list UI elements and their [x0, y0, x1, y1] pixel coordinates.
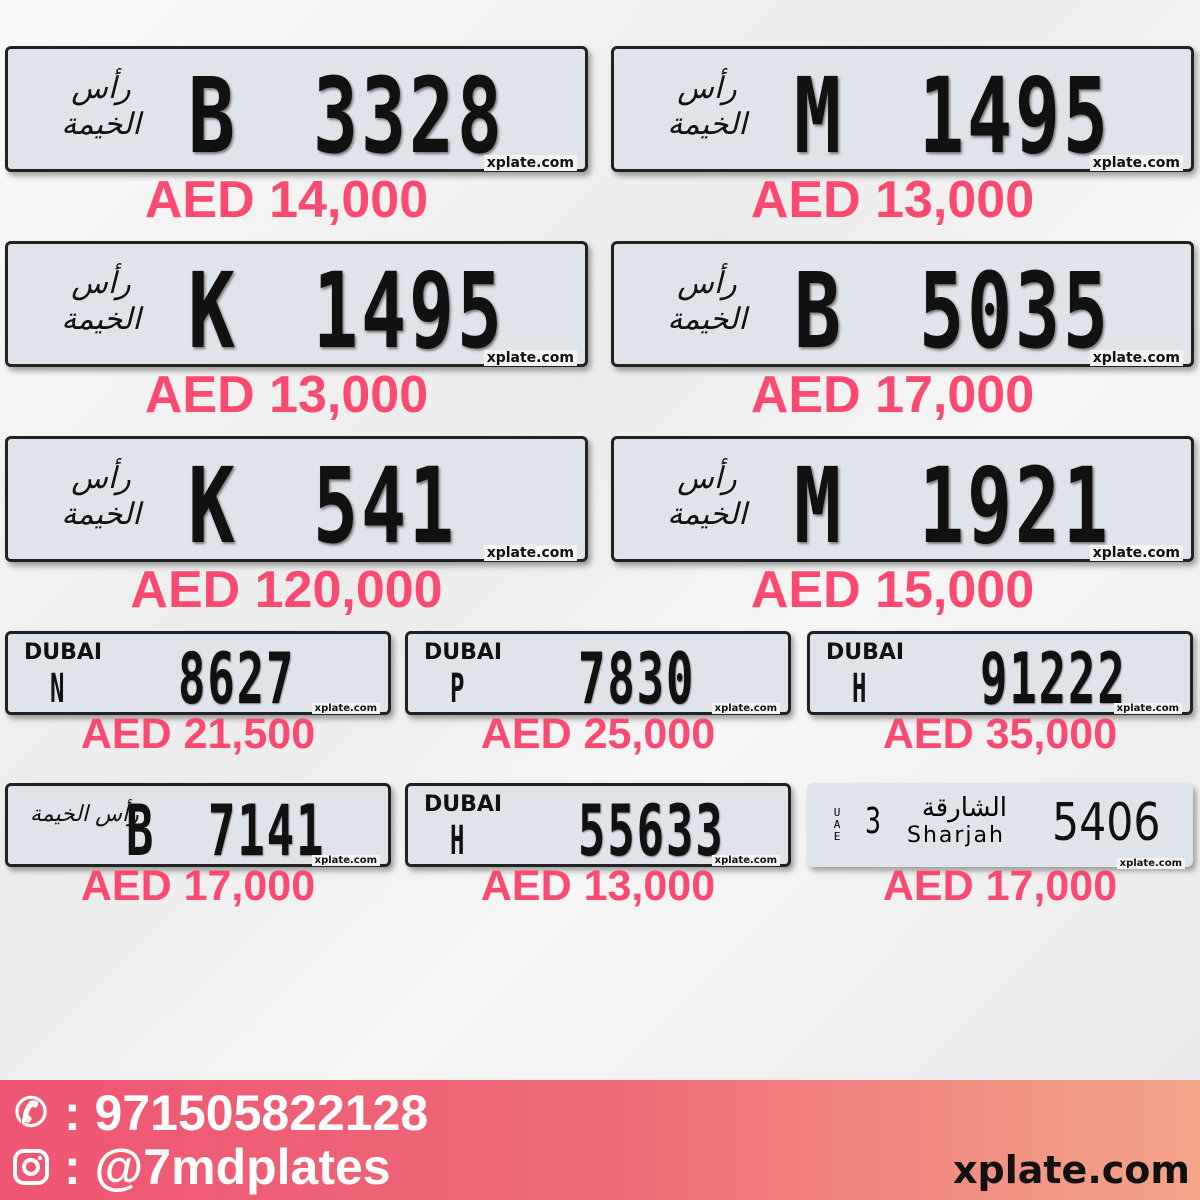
license-plate[interactable]: DUBAI H 91222 xplate.com [807, 631, 1193, 720]
plate-number: 1495 [919, 55, 1111, 177]
emirate-name-english: Sharjah [907, 823, 1005, 848]
license-plate[interactable]: DUBAI H 55633 xplate.com [405, 783, 791, 872]
plate-letter: K [188, 445, 235, 567]
watermark: xplate.com [1089, 350, 1183, 366]
instagram-line: : @7mdplates [10, 1138, 391, 1196]
plate-price: AED 21,500 [80, 710, 316, 758]
plate-letter: B [188, 55, 235, 177]
watermark: xplate.com [483, 545, 577, 561]
plate-price: AED 17,000 [750, 366, 1035, 424]
license-plate-sharjah[interactable]: UAE 3 الشارقة Sharjah 5406 xplate.com [807, 783, 1193, 869]
plate-price: AED 25,000 [480, 710, 716, 758]
plate-number: 8627 [178, 638, 296, 720]
phone-number[interactable]: : 971505822128 [64, 1085, 429, 1141]
plate-number: 5035 [919, 250, 1111, 372]
plate-letter: M [794, 55, 841, 177]
plate-number: 1495 [313, 250, 505, 372]
plate-price: AED 17,000 [882, 862, 1118, 910]
emirate-emblem: رأس الخيمة [667, 266, 747, 337]
watermark: xplate.com [1089, 155, 1183, 171]
plate-letter: B [126, 790, 154, 872]
license-plate[interactable]: رأس الخيمة M 1495 xplate.com [611, 46, 1194, 177]
license-plate[interactable]: رأس الخيمة M 1921 xplate.com [611, 436, 1194, 567]
plate-letter: P [450, 666, 465, 712]
instagram-icon [10, 1146, 52, 1188]
emirate-emblem: رأس الخيمة [30, 802, 139, 827]
watermark: xplate.com [311, 703, 380, 714]
plate-code: 3 [865, 801, 882, 842]
plate-price: AED 17,000 [80, 862, 316, 910]
plate-number: 55633 [578, 790, 725, 872]
instagram-handle[interactable]: : @7mdplates [64, 1139, 391, 1195]
plate-letter: H [852, 666, 867, 712]
license-plate[interactable]: رأس الخيمة B 7141 xplate.com [5, 783, 391, 872]
plate-number: 3328 [313, 55, 505, 177]
plate-number: 5406 [1052, 793, 1161, 853]
emirate-emblem: DUBAI [826, 640, 905, 665]
phone-icon: ✆ [14, 1091, 48, 1135]
plate-price: AED 14,000 [144, 171, 429, 229]
plate-letter: M [794, 445, 841, 567]
site-logo: xplate.com [953, 1148, 1190, 1192]
footer: ✆ : 971505822128 : @7mdplates xplate.com [0, 1080, 1200, 1200]
plate-number: 7830 [578, 638, 696, 720]
watermark: xplate.com [1089, 545, 1183, 561]
plate-price: AED 120,000 [130, 561, 443, 619]
watermark: xplate.com [1113, 703, 1182, 714]
watermark: xplate.com [711, 855, 780, 866]
license-plate[interactable]: رأس الخيمة K 541 xplate.com [5, 436, 588, 567]
plate-letter: K [188, 250, 235, 372]
plate-number: 541 [313, 445, 457, 567]
watermark: xplate.com [311, 855, 380, 866]
watermark: xplate.com [483, 350, 577, 366]
plate-price: AED 35,000 [882, 710, 1118, 758]
plate-price: AED 15,000 [750, 561, 1035, 619]
watermark: xplate.com [711, 703, 780, 714]
plate-letter: N [50, 666, 65, 712]
emirate-emblem: DUBAI [24, 640, 103, 665]
plate-number: 7141 [208, 790, 326, 872]
plate-letter: H [450, 818, 465, 864]
license-plate[interactable]: رأس الخيمة B 3328 xplate.com [5, 46, 588, 177]
license-plate[interactable]: رأس الخيمة B 5035 xplate.com [611, 241, 1194, 372]
emirate-name-arabic: الشارقة [921, 793, 1007, 823]
plate-number: 91222 [980, 638, 1127, 720]
license-plate[interactable]: DUBAI N 8627 xplate.com [5, 631, 391, 720]
emirate-emblem: رأس الخيمة [61, 71, 141, 142]
country-label: UAE [833, 806, 841, 843]
emirate-emblem: رأس الخيمة [61, 266, 141, 337]
license-plate[interactable]: DUBAI P 7830 xplate.com [405, 631, 791, 720]
emirate-emblem: DUBAI [424, 792, 503, 817]
plate-letter: B [794, 250, 841, 372]
plate-price: AED 13,000 [480, 862, 716, 910]
emirate-emblem: DUBAI [424, 640, 503, 665]
emirate-emblem: رأس الخيمة [667, 461, 747, 532]
plate-price: AED 13,000 [144, 366, 429, 424]
emirate-emblem: رأس الخيمة [61, 461, 141, 532]
phone-line: ✆ : 971505822128 [10, 1084, 428, 1142]
watermark: xplate.com [1116, 858, 1185, 869]
license-plate[interactable]: رأس الخيمة K 1495 xplate.com [5, 241, 588, 372]
watermark: xplate.com [483, 155, 577, 171]
plate-price: AED 13,000 [750, 171, 1035, 229]
plate-number: 1921 [919, 445, 1111, 567]
emirate-emblem: رأس الخيمة [667, 71, 747, 142]
